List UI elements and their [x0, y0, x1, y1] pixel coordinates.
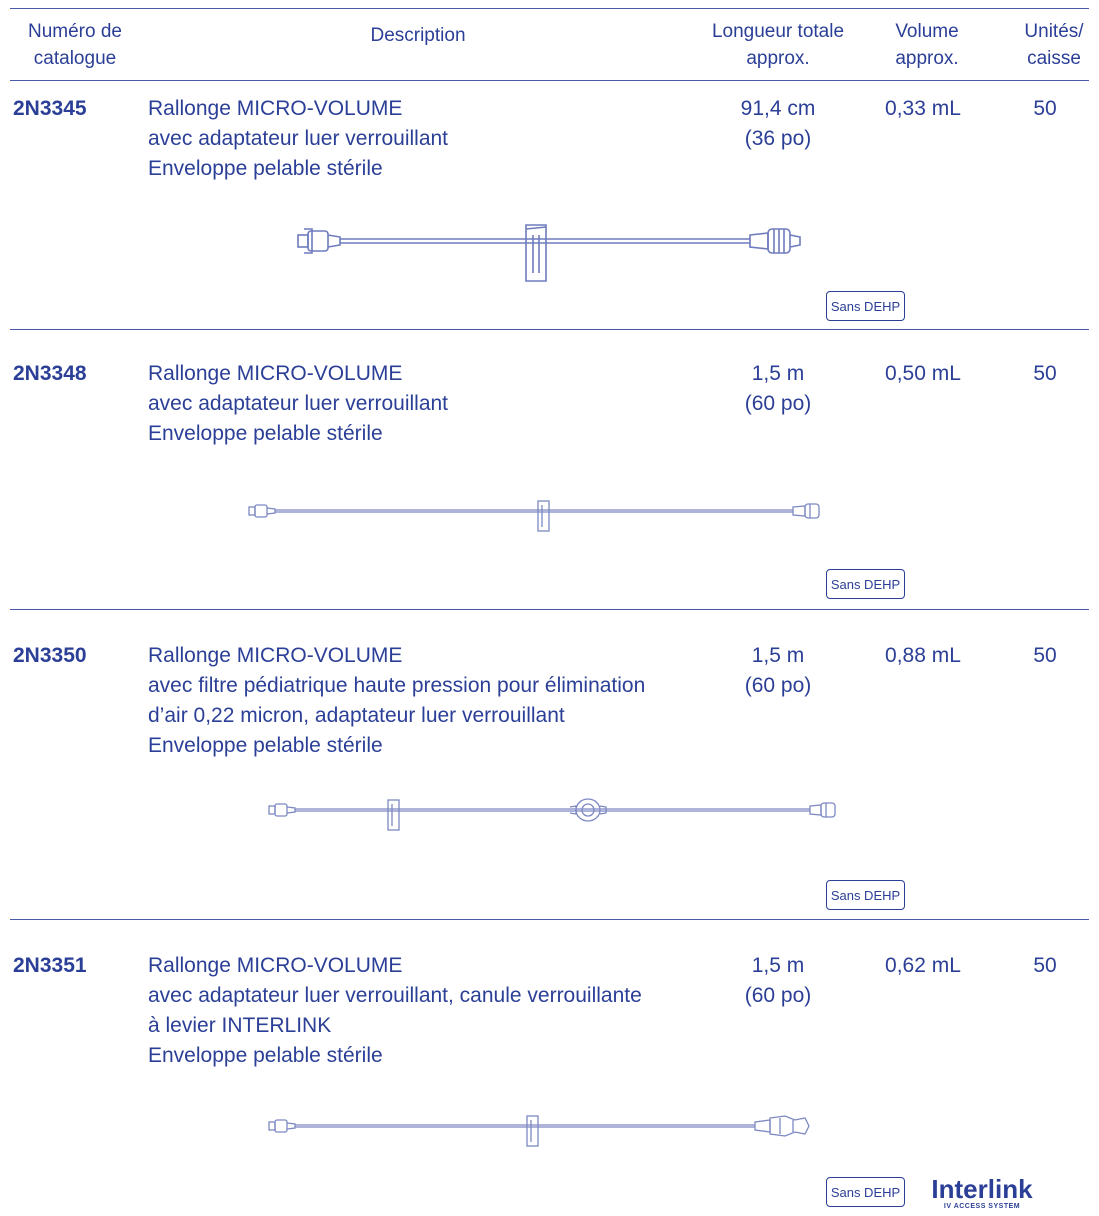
product-units: 50: [1033, 362, 1057, 385]
product-units: 50: [1033, 97, 1057, 120]
logo-tagline: IV ACCESS SYSTEM: [943, 1203, 1021, 1210]
top-rule: [10, 8, 1089, 9]
extension-set-illustration: [297, 224, 801, 282]
catalog-number: 2N3348: [13, 362, 87, 385]
dehp-free-badge: Sans DEHP: [826, 569, 905, 599]
row-separator: [10, 919, 1089, 920]
product-volume: 0,33 mL: [885, 97, 961, 120]
extension-set-with-filter-illustration: [268, 798, 836, 831]
header-description: Description: [370, 25, 466, 46]
product-units: 50: [1033, 954, 1057, 977]
extension-set-with-cannula-illustration: [268, 1115, 810, 1147]
interlink-logo: Interlink IV ACCESS SYSTEM: [930, 1176, 1034, 1211]
header-rule: [10, 80, 1089, 81]
dehp-free-badge: Sans DEHP: [826, 1177, 905, 1207]
header-volume: Volume approx.: [895, 21, 959, 69]
product-volume: 0,50 mL: [885, 362, 961, 385]
product-description: Rallonge MICRO-VOLUME avec filtre pédiat…: [148, 644, 646, 757]
product-length: 1,5 m (60 po): [744, 362, 812, 415]
product-description: Rallonge MICRO-VOLUME avec adaptateur lu…: [148, 362, 449, 445]
product-length: 1,5 m (60 po): [744, 954, 812, 1007]
header-length: Longueur totale approx.: [711, 21, 845, 69]
product-length: 91,4 cm (36 po): [740, 97, 816, 150]
product-volume: 0,88 mL: [885, 644, 961, 667]
product-description: Rallonge MICRO-VOLUME avec adaptateur lu…: [148, 97, 449, 180]
product-description: Rallonge MICRO-VOLUME avec adaptateur lu…: [148, 954, 642, 1067]
dehp-free-badge: Sans DEHP: [826, 880, 905, 910]
header-units: Unités/ caisse: [1024, 21, 1084, 69]
product-length: 1,5 m (60 po): [744, 644, 812, 697]
catalog-number: 2N3351: [13, 954, 87, 977]
logo-wordmark: Interlink: [931, 1174, 1033, 1204]
catalog-number: 2N3350: [13, 644, 87, 667]
product-units: 50: [1033, 644, 1057, 667]
extension-set-illustration: [248, 500, 820, 532]
row-separator: [10, 609, 1089, 610]
product-volume: 0,62 mL: [885, 954, 961, 977]
catalog-number: 2N3345: [13, 97, 87, 120]
header-catalog: Numéro de catalogue: [28, 21, 122, 69]
row-separator: [10, 329, 1089, 330]
dehp-free-badge: Sans DEHP: [826, 291, 905, 321]
